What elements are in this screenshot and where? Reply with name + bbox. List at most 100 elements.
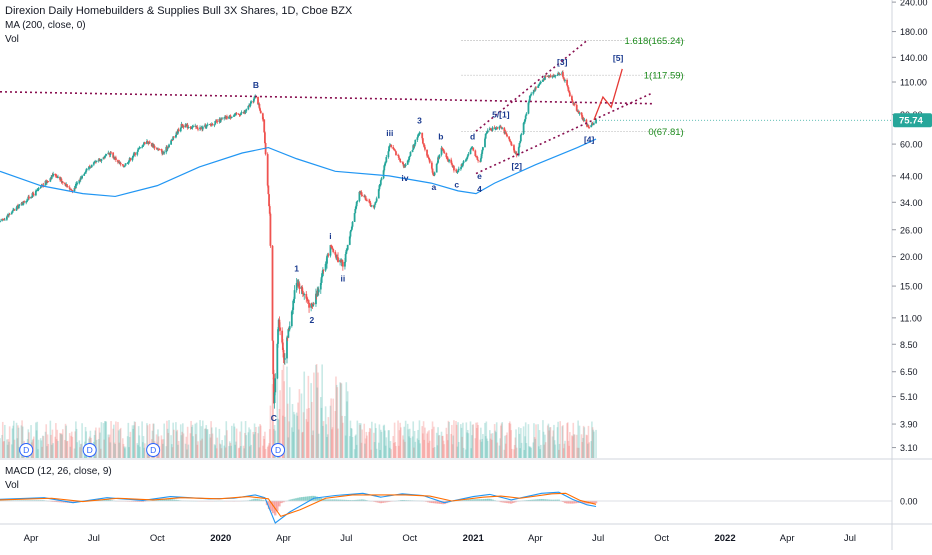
volume-bar [479, 439, 481, 458]
candle-body [209, 124, 212, 126]
volume-bar [312, 430, 315, 458]
macd-indicator-label[interactable]: MACD (12, 26, close, 9) [5, 466, 112, 477]
volume-bar [242, 445, 245, 458]
price-tick-label: 34.00 [900, 198, 923, 208]
candle-body [1, 218, 3, 221]
macd-histogram-bar [400, 500, 403, 501]
candle-body [426, 149, 428, 156]
volume-bar [465, 422, 468, 458]
volume-bar [113, 424, 115, 458]
time-tick-label: Oct [654, 533, 669, 544]
candle-body [179, 127, 182, 132]
candle-body [354, 208, 357, 214]
candle-body [390, 144, 393, 148]
volume-bar [59, 432, 61, 458]
candle-body [167, 146, 170, 148]
macd-histogram-bar [383, 501, 387, 503]
candle-body [485, 133, 488, 134]
volume-bar [221, 439, 223, 458]
volume-bar [284, 416, 286, 458]
candle-body [586, 124, 588, 126]
volume-bar [350, 428, 352, 458]
candle-body [206, 125, 208, 127]
volume-bar [378, 424, 381, 458]
volume-bar [293, 414, 296, 458]
candle-body [143, 142, 146, 144]
elliott-wave-label: d [470, 132, 475, 142]
candle-body [469, 149, 472, 155]
candle-body [351, 221, 354, 227]
candle-body [486, 130, 489, 133]
volume-bar [6, 439, 8, 458]
macd-histogram-bar [470, 499, 474, 501]
candle-body [171, 139, 174, 141]
volume-bar [346, 401, 348, 458]
volume-bar [377, 442, 380, 458]
volume-bar [224, 447, 227, 458]
volume-bar [540, 444, 542, 458]
candle-body [446, 157, 449, 161]
candle-body [406, 160, 409, 165]
candle-body [288, 329, 290, 330]
volume-bar [54, 436, 56, 458]
volume-bar [523, 449, 526, 458]
volume-bar [402, 439, 405, 458]
time-tick-label: Apr [276, 533, 291, 544]
volume-bar [209, 437, 212, 458]
volume-bar [271, 384, 274, 458]
macd-histogram-bar [54, 501, 58, 503]
volume-bar [520, 428, 522, 458]
volume-bar [253, 423, 256, 458]
fib-level-label: 1(117.59) [644, 71, 684, 82]
volume-bar [128, 437, 131, 458]
macd-volume-label[interactable]: Vol [5, 480, 19, 491]
candle-body [30, 197, 33, 198]
candle-body [321, 269, 324, 276]
volume-bar [41, 435, 44, 458]
volume-bar [35, 422, 37, 458]
candle-body [503, 127, 506, 134]
price-tick-label: 180.00 [900, 27, 928, 37]
ma-indicator-label[interactable]: MA (200, close, 0) [5, 20, 86, 31]
candle-body [353, 213, 356, 222]
macd-histogram-bar [462, 500, 465, 501]
volume-bar [529, 447, 531, 458]
volume-bar [506, 432, 508, 458]
volume-bar [450, 433, 452, 458]
volume-bar [355, 434, 357, 458]
volume-bar [432, 447, 435, 458]
candle-body [488, 128, 491, 131]
candle-body [350, 226, 353, 230]
volume-bar [102, 423, 105, 458]
volume-bar [390, 449, 392, 458]
candle-body [508, 139, 511, 142]
volume-bar [588, 442, 590, 458]
candle-body [582, 118, 585, 121]
candle-body [320, 277, 323, 283]
volume-bar [404, 420, 407, 458]
volume-bar [412, 421, 415, 458]
macd-histogram-bar [468, 499, 472, 501]
candle-body [160, 149, 163, 151]
macd-histogram-bar [102, 499, 105, 501]
volume-bar [486, 438, 488, 458]
volume-indicator-label[interactable]: Vol [5, 34, 19, 45]
volume-bar [262, 445, 264, 458]
volume-bar [55, 439, 58, 458]
macd-histogram-bar [431, 501, 434, 504]
volume-bar [591, 427, 594, 458]
candle-body [134, 153, 137, 155]
candle-body [192, 126, 195, 127]
candle-body [153, 145, 156, 148]
volume-bar [1, 421, 4, 458]
macd-histogram-bar [108, 499, 111, 501]
macd-histogram-bar [553, 499, 556, 501]
macd-histogram-bar [288, 499, 291, 501]
candle-body [93, 161, 96, 163]
candle-body [124, 163, 127, 166]
candle-body [568, 92, 571, 97]
macd-histogram-bar [319, 497, 322, 501]
candle-body [397, 155, 400, 158]
